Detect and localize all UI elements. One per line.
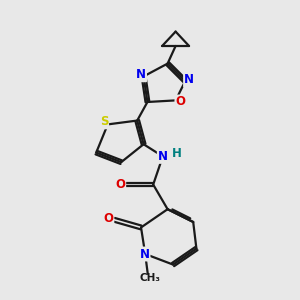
Text: N: N xyxy=(184,74,194,86)
Text: CH₃: CH₃ xyxy=(139,273,160,283)
Text: N: N xyxy=(136,68,146,81)
Text: O: O xyxy=(103,212,113,225)
Text: H: H xyxy=(172,147,182,160)
Text: O: O xyxy=(176,95,185,109)
Text: S: S xyxy=(100,115,108,128)
Text: N: N xyxy=(140,248,150,260)
Text: O: O xyxy=(115,178,125,191)
Text: N: N xyxy=(158,150,168,163)
